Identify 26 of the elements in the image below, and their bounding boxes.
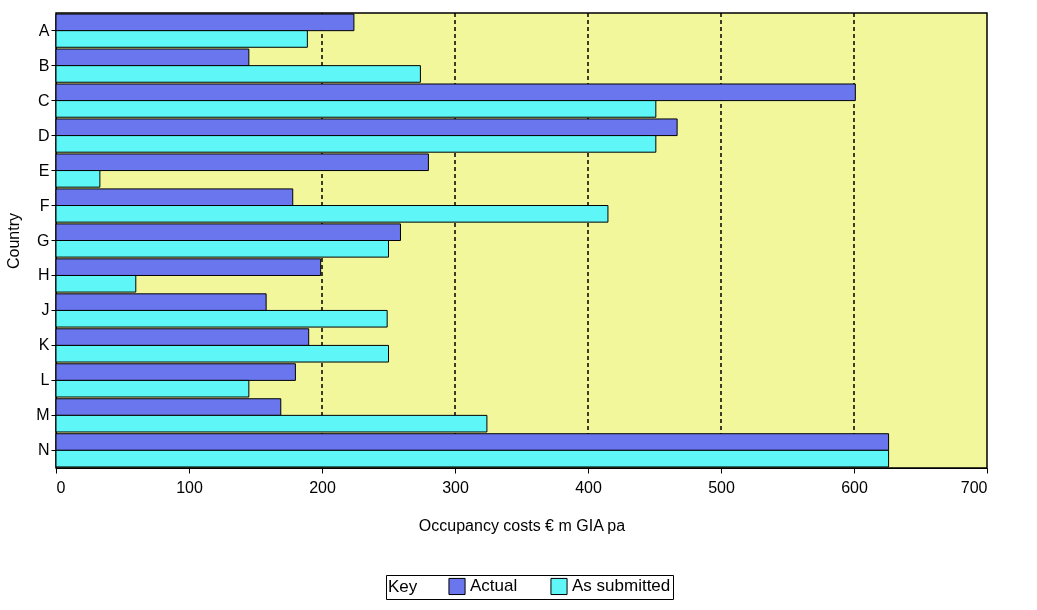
- y-tick-label: H: [37, 266, 50, 284]
- legend-label: Actual: [470, 576, 518, 596]
- y-tick-label: E: [38, 161, 50, 179]
- y-tick-label: D: [37, 126, 50, 144]
- y-tick-label: N: [37, 441, 50, 459]
- x-axis-title: Occupancy costs € m GIA pa: [418, 516, 626, 534]
- x-tick-label: 400: [575, 478, 602, 496]
- x-tick-label: 0: [56, 478, 66, 496]
- y-tick-label: A: [38, 21, 50, 39]
- y-tick-label: F: [39, 196, 50, 214]
- y-tick-label: B: [38, 56, 50, 74]
- x-tick-label: 300: [442, 478, 469, 496]
- legend-label: As submitted: [572, 576, 671, 596]
- legend-title: Key: [388, 577, 418, 596]
- x-tick-label: 700: [960, 478, 988, 496]
- x-tick-label: 500: [708, 478, 735, 496]
- x-tick-label: 200: [309, 478, 336, 496]
- y-tick-label: L: [40, 371, 50, 389]
- x-tick-label: 100: [176, 478, 203, 496]
- x-tick-label: 600: [841, 478, 868, 496]
- y-tick-label: C: [37, 91, 50, 109]
- y-tick-label: K: [38, 336, 50, 354]
- y-tick-label: M: [36, 406, 50, 424]
- y-tick-label: J: [41, 301, 50, 319]
- y-axis-title: Country: [5, 212, 23, 270]
- y-tick-label: G: [37, 231, 50, 249]
